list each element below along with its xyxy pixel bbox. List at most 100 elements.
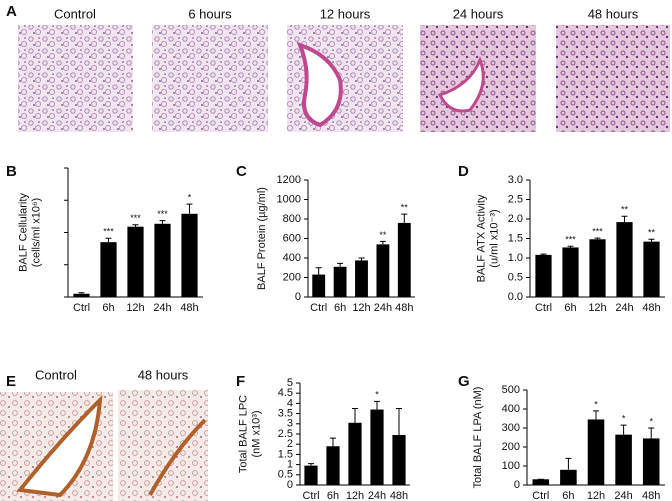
y-tick-label: 2.5 [508,193,523,205]
y-tick-label: 0 [514,479,520,491]
error-bar [540,253,547,255]
image-caption: 12 hours [320,6,371,21]
bar [326,446,340,485]
x-tick-label: 12h [588,302,606,314]
error-bar [648,427,655,439]
bar [615,434,632,485]
x-tick-label: 48h [390,490,408,501]
error-bar [337,262,344,267]
bar [397,222,411,297]
x-tick-label: 12h [352,302,370,314]
x-tick-label: 12h [346,490,364,501]
error-bar [330,437,336,447]
y-tick-label: 1.5 [508,232,523,244]
error-bar [105,237,112,243]
y-tick-label: 4 [287,397,293,409]
panel-letter: E [6,373,16,390]
significance: *** [592,226,603,236]
y-tick-label: 5 [287,377,293,389]
error-bar [565,457,572,470]
image [556,25,670,132]
image [18,25,133,132]
significance: ** [621,205,629,215]
y-tick-label: 1000 [277,193,301,205]
vessel [296,41,343,128]
y-tick-label: 800 [283,213,301,225]
x-tick-label: 12h [126,302,144,314]
significance: * [375,390,379,400]
y-tick-label: 2.0 [508,213,523,225]
y-axis-label: Total BALF LPA (nM) [472,387,484,489]
x-tick-label: 48h [180,302,198,314]
panel-letter: D [458,163,469,180]
panel-letter: B [6,163,17,180]
image-caption: 6 hours [188,6,232,21]
y-axis-label: (cells/ml x10⁶) [30,198,42,267]
error-bar [401,213,408,223]
y-tick-label: 2.5 [278,428,293,440]
y-axis-label: BALF Protein (µg/ml) [256,187,268,290]
y-tick-label: 300 [502,422,520,434]
y-tick-label: 600 [283,232,301,244]
bar [73,293,90,297]
y-tick-label: 0.5 [278,469,293,481]
bar [154,223,171,297]
error-bar [308,463,314,466]
y-tick-label: 1200 [277,174,301,186]
x-tick-label: 6h [334,302,346,314]
significance: *** [103,227,114,237]
bar [100,242,117,297]
error-bar [620,424,627,435]
x-tick-label: 48h [642,490,660,501]
y-tick-label: 500 [502,384,520,396]
y-tick-label: 400 [283,252,301,264]
x-tick-label: 24h [368,490,386,501]
significance: ** [401,203,409,213]
y-tick-label: 4.5 [278,387,293,399]
x-tick-label: 6h [327,490,339,501]
x-tick-label: 24h [615,302,633,314]
y-axis-label: BALF ATX Activity [475,194,487,282]
y-tick-label: 200 [283,271,301,283]
bar [616,222,633,297]
error-bar [374,400,380,410]
error-bar [159,220,166,224]
x-tick-label: 48h [395,302,413,314]
error-bar [352,408,358,423]
y-tick-label: 3 [287,418,293,430]
vessel [437,55,485,113]
significance: ** [648,228,656,238]
y-axis-label: (nM x10³) [250,410,262,457]
image [152,25,268,132]
bar [560,469,577,485]
y-axis-label: (u/ml x10⁻³) [488,209,500,267]
significance: *** [130,213,141,223]
image-caption: 48 hours [588,6,639,21]
bar [127,226,144,297]
error-bar [132,224,139,227]
x-tick-label: 24h [374,302,392,314]
error-bar [379,240,386,245]
error-bar [396,408,402,436]
x-tick-label: 6h [564,302,576,314]
significance: *** [157,209,168,219]
x-tick-label: Ctrl [535,302,552,314]
y-tick-label: 3.0 [508,174,523,186]
x-tick-label: 6h [102,302,114,314]
bar [589,239,606,297]
significance: ** [379,230,387,240]
error-bar [648,238,655,242]
panel-letter: G [458,373,470,390]
bar [355,260,368,297]
bar [376,244,390,297]
image [287,25,403,132]
image [118,390,208,501]
y-tick-label: 3.5 [278,408,293,420]
x-tick-label: 48h [642,302,660,314]
x-tick-label: Ctrl [532,490,549,501]
image-caption: Control [54,6,96,21]
y-tick-label: 1.0 [508,252,523,264]
image-caption: Control [35,367,77,382]
error-bar [621,215,628,223]
x-tick-label: 6h [562,490,574,501]
